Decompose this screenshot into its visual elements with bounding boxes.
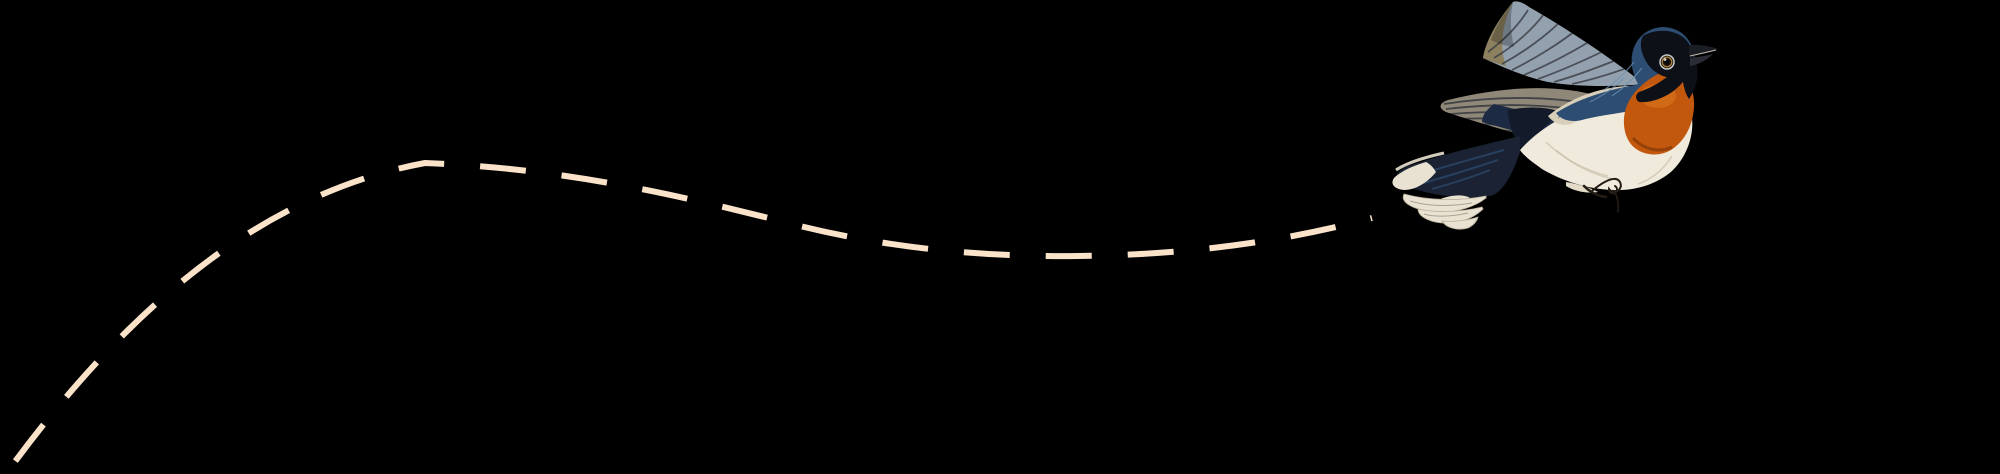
bird-illustration: [1392, 1, 1718, 230]
bird-raised-wing: [1483, 1, 1644, 87]
bird-beak: [1689, 44, 1718, 66]
cheek-mask-stripe: [1636, 63, 1693, 103]
bird-tail: [1392, 136, 1520, 230]
tail-tip-feathers: [1392, 162, 1436, 190]
gape-line: [1689, 49, 1717, 57]
nape-streaks: [1589, 61, 1643, 103]
claw-tip: [1614, 191, 1620, 213]
raised-wing-tip-shade: [1491, 2, 1514, 47]
dashed-flight-path: [2, 159, 1373, 474]
leg: [1582, 184, 1608, 199]
bird-rump: [1508, 107, 1560, 150]
lower-mandible: [1690, 54, 1713, 66]
bird-eye: [1659, 54, 1675, 70]
upper-mandible: [1689, 44, 1718, 57]
tail-undercovert-scallops: [1402, 193, 1487, 230]
eye-pupil: [1664, 59, 1670, 65]
tail-feather-shafts: [1409, 200, 1473, 217]
eye-highlight: [1663, 58, 1667, 61]
bird-feet: [1566, 177, 1622, 213]
chest-shadow-rim: [1631, 136, 1673, 152]
chin-strap: [1682, 56, 1698, 99]
tail-tip-top-edge: [1395, 151, 1445, 172]
